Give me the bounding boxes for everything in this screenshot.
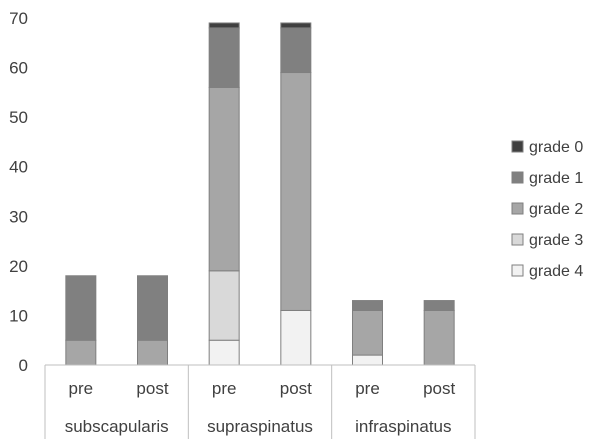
- legend-label: grade 4: [529, 263, 583, 280]
- bar-segment: [423, 309, 455, 366]
- legend-swatch: [511, 140, 524, 153]
- y-axis-tick-labels: 0 10 20 30 40 50 60 70: [9, 9, 28, 375]
- y-tick-label: 0: [19, 356, 28, 375]
- bar-segment: [65, 339, 97, 366]
- x-group-label: infraspinatus: [355, 417, 451, 436]
- bar-segment: [280, 22, 312, 29]
- x-category-label: post: [280, 379, 312, 398]
- legend-swatch: [511, 233, 524, 246]
- y-tick-label: 40: [9, 158, 28, 177]
- y-tick-label: 30: [9, 207, 28, 226]
- bar-stacks: [65, 22, 455, 366]
- bar-segment: [137, 339, 168, 366]
- y-tick-label: 70: [9, 9, 28, 28]
- x-category-label: post: [423, 379, 455, 398]
- bar-segment: [208, 22, 240, 29]
- x-category-label: pre: [69, 379, 94, 398]
- bar-segment: [280, 309, 312, 366]
- bar-segment: [208, 270, 240, 341]
- bar-segment: [423, 300, 455, 311]
- legend-label: grade 2: [529, 201, 583, 218]
- bar-segment: [280, 72, 312, 311]
- legend-label: grade 0: [529, 139, 583, 156]
- bar-segment: [65, 275, 97, 341]
- y-tick-label: 60: [9, 59, 28, 78]
- legend-label: grade 1: [529, 170, 583, 187]
- bar-segment: [208, 86, 240, 272]
- bar-segment: [352, 300, 383, 311]
- legend-swatch: [511, 171, 524, 184]
- x-category-label: pre: [212, 379, 237, 398]
- legend-swatch: [511, 202, 524, 215]
- y-tick-label: 50: [9, 108, 28, 127]
- bar-segment: [352, 354, 383, 366]
- x-category-label: pre: [355, 379, 380, 398]
- bar-segment: [208, 27, 240, 88]
- y-tick-label: 20: [9, 257, 28, 276]
- x-category-label: post: [136, 379, 168, 398]
- x-group-label: subscapularis: [65, 417, 169, 436]
- legend: grade 0 grade 1 grade 2 grade 3 grade 4: [511, 139, 583, 280]
- x-group-label: supraspinatus: [207, 417, 313, 436]
- bar-segment: [208, 339, 240, 366]
- legend-label: grade 3: [529, 232, 583, 249]
- bar-segment: [352, 309, 383, 356]
- bar-segment: [137, 275, 168, 341]
- bar-segment: [280, 27, 312, 74]
- legend-swatch: [511, 264, 524, 277]
- x-axis: pre post pre post pre post subscapularis supras…: [44, 364, 476, 439]
- y-tick-label: 10: [9, 306, 28, 325]
